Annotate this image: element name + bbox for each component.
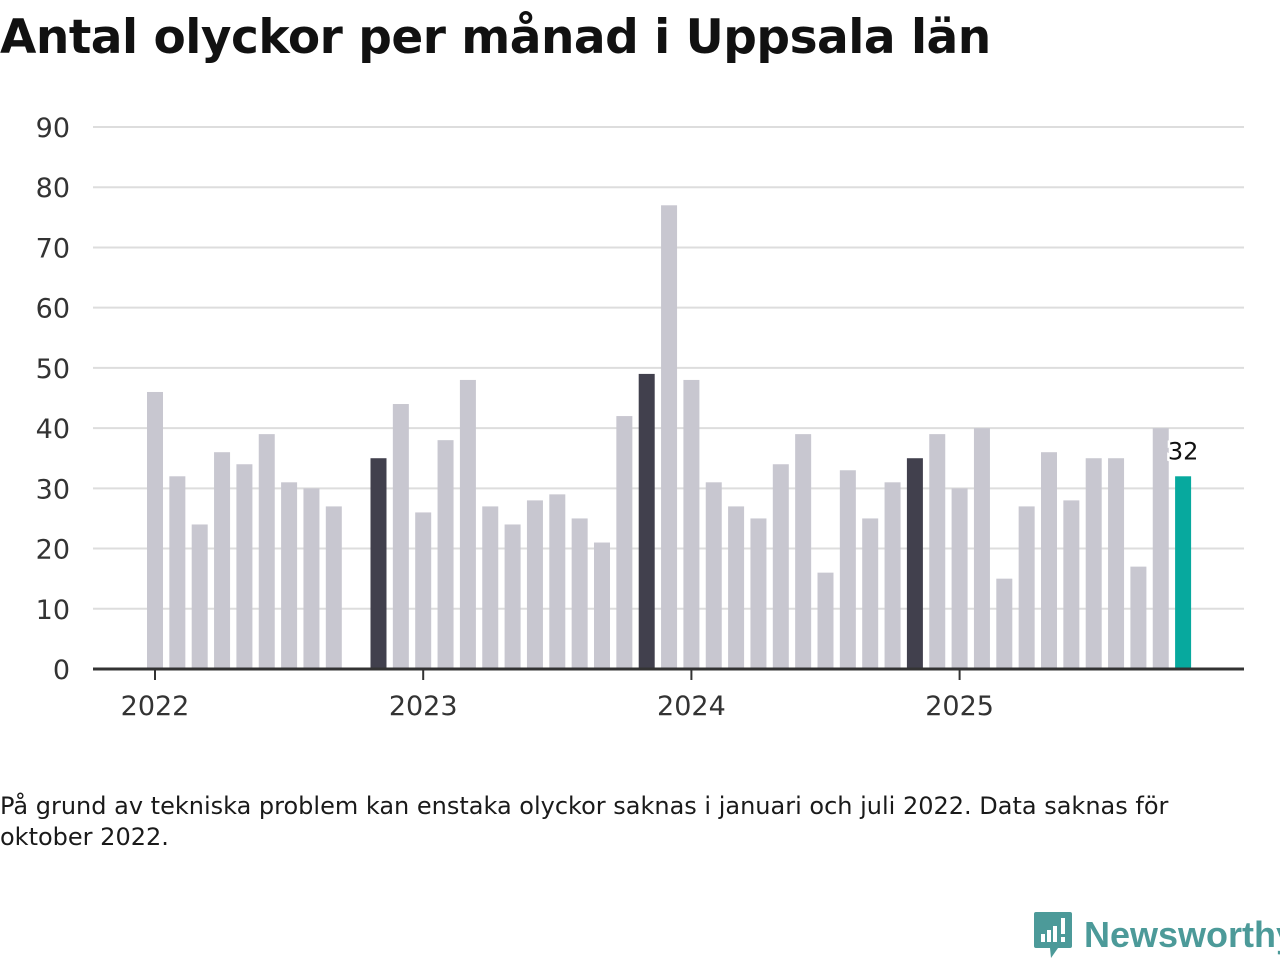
bar [661, 205, 678, 670]
x-tick-label: 2023 [389, 691, 458, 722]
bar [504, 524, 521, 669]
bar [1063, 500, 1080, 669]
bar [862, 518, 879, 669]
bar-chart: 0 10 20 30 40 50 60 70 80 90 2022 2023 2024 2025 32 [36, 113, 1244, 722]
x-tick-label: 2022 [121, 691, 190, 722]
y-tick-label: 80 [36, 173, 70, 204]
bar [1130, 566, 1147, 669]
y-tick-label: 0 [53, 655, 70, 686]
bar [459, 379, 476, 669]
bar-latest [1175, 476, 1192, 669]
bar [817, 572, 834, 669]
brand-name: Newsworthy [1084, 914, 1280, 955]
bar [1018, 506, 1035, 669]
bar [482, 506, 499, 669]
y-tick-label: 90 [36, 113, 70, 144]
bar [772, 464, 789, 669]
bar-highlight [906, 458, 923, 669]
x-tick-label: 2025 [925, 691, 994, 722]
bar [281, 482, 298, 669]
y-tick-label: 30 [36, 474, 70, 505]
bar [594, 542, 610, 669]
bar [795, 434, 812, 669]
bar [325, 506, 342, 669]
bar [951, 488, 968, 669]
bar [1041, 452, 1057, 669]
bar [705, 482, 722, 669]
bar [884, 482, 901, 669]
bar [258, 434, 275, 669]
bar [169, 476, 186, 669]
bar [728, 506, 745, 669]
bar [415, 512, 432, 669]
bar [191, 524, 208, 669]
chart-title: Antal olyckor per månad i Uppsala län [0, 10, 991, 65]
y-tick-label: 20 [36, 535, 70, 566]
y-tick-label: 10 [36, 595, 70, 626]
bar [996, 578, 1013, 669]
y-tick-label: 70 [36, 233, 70, 264]
y-axis-ticks: 0 10 20 30 40 50 60 70 80 90 [36, 113, 70, 686]
bar [750, 518, 767, 669]
bar-highlight [370, 458, 387, 669]
bar [437, 440, 454, 669]
bar [973, 428, 990, 669]
x-tick-label: 2024 [657, 691, 726, 722]
annotations: 32 [1165, 435, 1201, 468]
y-tick-label: 50 [36, 354, 70, 385]
newsworthy-logo-icon [1034, 912, 1072, 958]
brand-logo: Newsworthy [1032, 910, 1280, 960]
bar [526, 500, 543, 669]
bar [1108, 458, 1125, 669]
bar [303, 488, 320, 669]
bar [1085, 458, 1102, 669]
bar [1152, 428, 1169, 669]
bar [683, 379, 700, 669]
bar [929, 434, 946, 669]
bar [839, 470, 856, 669]
x-axis-ticks: 2022 2023 2024 2025 [121, 669, 994, 722]
bars [147, 205, 1192, 670]
footnote: På grund av tekniska problem kan enstaka… [0, 792, 1169, 851]
bar-highlight [638, 373, 655, 669]
y-tick-label: 40 [36, 414, 70, 445]
bar [392, 404, 409, 669]
bar [571, 518, 588, 669]
y-tick-label: 60 [36, 294, 70, 325]
bar [616, 416, 633, 669]
bar [549, 494, 566, 669]
data-label-latest: 32 [1168, 437, 1199, 465]
bar [236, 464, 253, 669]
bar [214, 452, 231, 669]
bar [147, 391, 163, 669]
